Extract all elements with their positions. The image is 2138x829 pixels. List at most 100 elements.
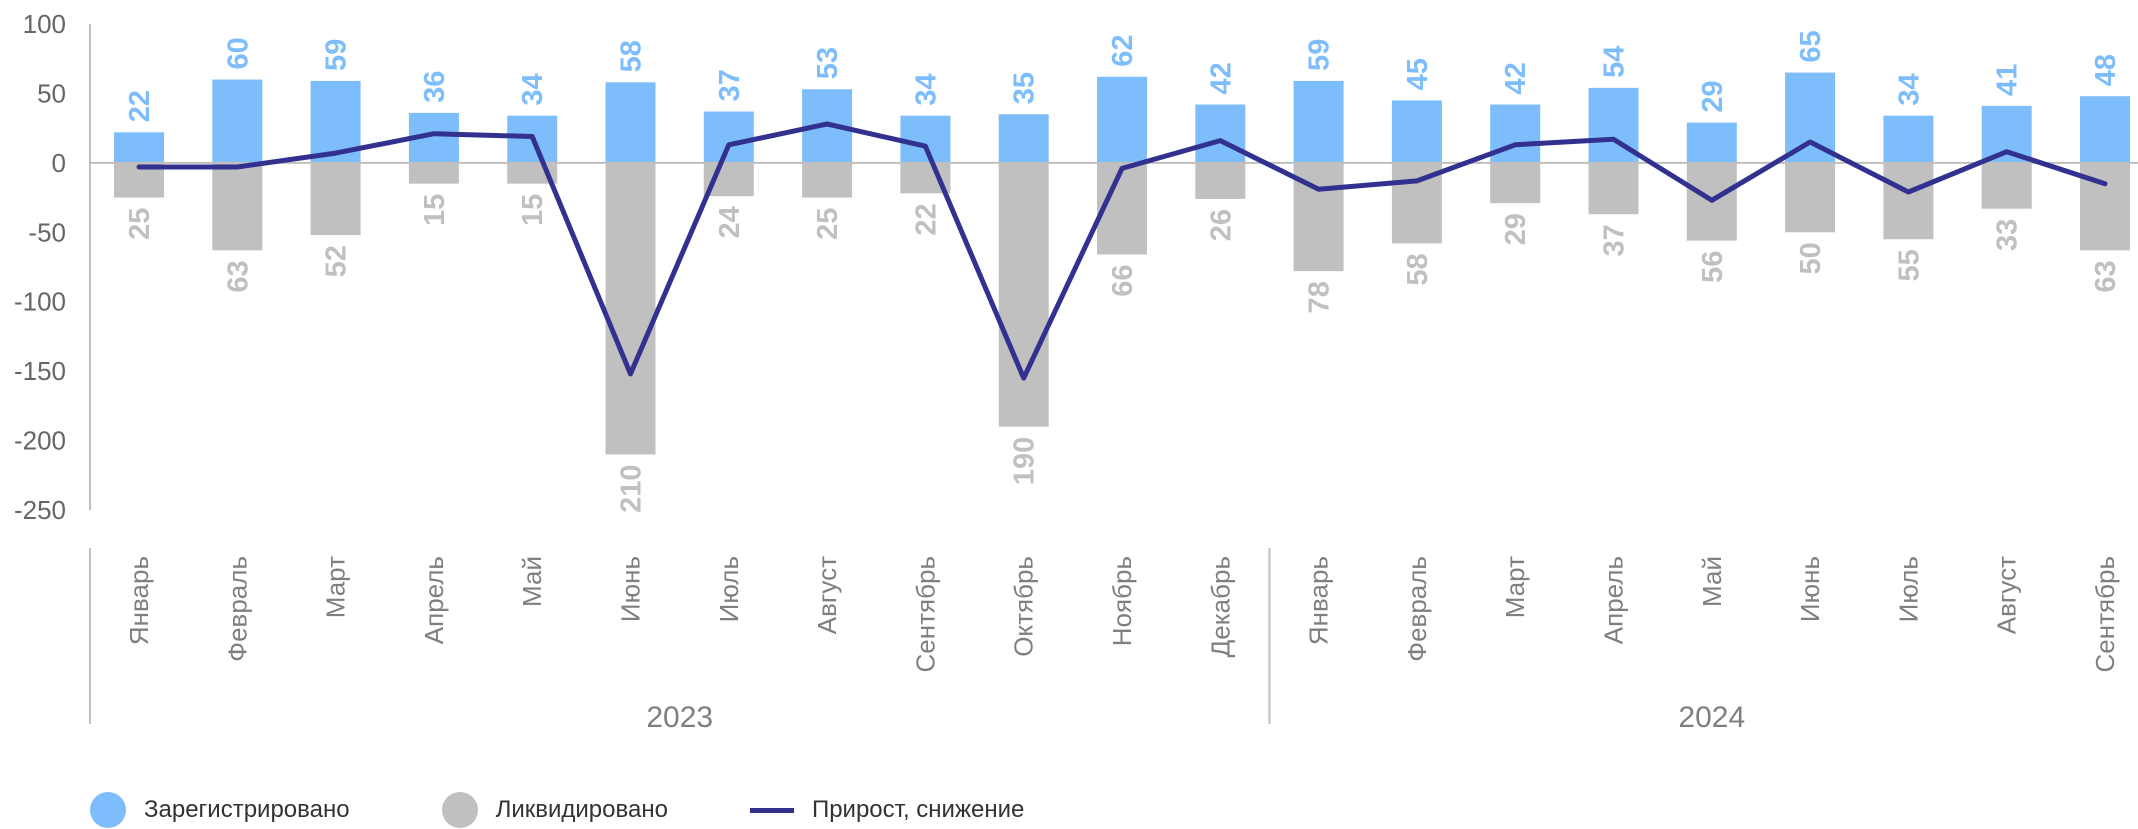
- data-label-liquidated: 24: [714, 206, 746, 238]
- legend-label-registered: Зарегистрировано: [144, 796, 350, 823]
- data-label-liquidated: 58: [1402, 253, 1434, 285]
- legend-item-registered: Зарегистрировано: [90, 792, 350, 828]
- data-label-liquidated: 56: [1697, 251, 1729, 283]
- y-axis: 100 50 0 -50 -100 -150 -200 -250: [14, 9, 91, 525]
- y-tick-label: -100: [14, 287, 66, 317]
- data-label-liquidated: 15: [419, 194, 451, 226]
- x-tick-label: Июль: [714, 556, 744, 622]
- data-label-registered: 34: [517, 73, 549, 105]
- data-label-registered: 54: [1599, 46, 1631, 78]
- bar-liquidated: [802, 162, 853, 198]
- y-tick-label: 50: [37, 78, 66, 108]
- bar-liquidated: [1981, 162, 2032, 209]
- data-label-liquidated: 210: [616, 464, 648, 512]
- x-axis: Январь Февраль Март Апрель Май Июнь Июль Август…: [89, 548, 2120, 734]
- data-label-liquidated: 190: [1009, 437, 1041, 485]
- data-labels: 22 25 60 63 59 52 36 15 34 15 58 210 37 24 53 25 34 22 35 1…: [124, 30, 2122, 513]
- x-tick-label: Апрель: [1599, 556, 1629, 644]
- bar-registered: [1686, 122, 1737, 163]
- x-group-label: 2023: [646, 701, 713, 734]
- data-label-registered: 35: [1009, 72, 1041, 104]
- legend-item-growth: Прирост, снижение: [749, 796, 1025, 824]
- bar-liquidated: [998, 162, 1049, 427]
- bar-registered: [1195, 104, 1246, 163]
- bar-liquidated: [1490, 162, 1541, 204]
- data-label-registered: 34: [1893, 73, 1925, 105]
- growth-line: [136, 121, 2108, 381]
- x-tick-label: Май: [1697, 556, 1727, 607]
- bar-liquidated: [310, 162, 361, 236]
- data-label-liquidated: 78: [1304, 281, 1336, 313]
- liquidated-bars: [114, 162, 2130, 455]
- legend: Зарегистрировано Ликвидировано Прирост, …: [90, 792, 1076, 828]
- data-label-registered: 29: [1697, 80, 1729, 112]
- bar-liquidated: [212, 162, 263, 251]
- bar-liquidated: [1785, 162, 1836, 233]
- legend-swatch-growth: [749, 807, 794, 813]
- bar-liquidated: [408, 162, 459, 184]
- data-label-registered: 45: [1402, 58, 1434, 90]
- y-tick-label: -50: [28, 217, 66, 247]
- data-label-registered: 37: [714, 69, 746, 101]
- x-tick-label: Март: [1500, 556, 1530, 618]
- x-tick-label: Ноябрь: [1107, 556, 1137, 646]
- growth-line-path: [136, 121, 2108, 381]
- data-label-registered: 42: [1500, 62, 1532, 94]
- data-label-liquidated: 50: [1795, 242, 1827, 274]
- legend-label-growth: Прирост, снижение: [811, 796, 1025, 823]
- data-label-liquidated: 25: [812, 208, 844, 240]
- x-tick-label: Май: [517, 556, 547, 607]
- bar-registered: [703, 111, 754, 163]
- data-label-liquidated: 55: [1893, 249, 1925, 281]
- data-label-liquidated: 15: [517, 194, 549, 226]
- x-tick-label: Январь: [124, 556, 154, 645]
- data-label-registered: 65: [1795, 30, 1827, 62]
- data-label-registered: 41: [1992, 64, 2024, 96]
- x-group-label: 2024: [1678, 701, 1745, 734]
- bar-registered: [1883, 115, 1934, 163]
- x-tick-label: Октябрь: [1009, 556, 1039, 657]
- bar-registered: [900, 115, 951, 163]
- legend-swatch-liquidated: [441, 792, 478, 828]
- data-label-registered: 59: [321, 39, 353, 71]
- bar-registered: [1293, 80, 1344, 163]
- x-tick-label: Февраль: [1402, 556, 1432, 662]
- x-tick-label: Август: [812, 556, 842, 634]
- x-tick-label: Март: [321, 556, 351, 618]
- y-tick-label: -200: [14, 426, 66, 456]
- y-tick-label: -150: [14, 356, 66, 386]
- data-label-registered: 60: [222, 37, 254, 69]
- data-label-liquidated: 63: [222, 260, 254, 292]
- x-tick-label: Сентябрь: [2090, 556, 2120, 672]
- data-label-registered: 34: [910, 73, 942, 105]
- legend-label-liquidated: Ликвидировано: [495, 796, 668, 823]
- data-label-liquidated: 33: [1992, 219, 2024, 251]
- bar-liquidated: [605, 162, 656, 455]
- x-tick-label: Апрель: [419, 556, 449, 644]
- bar-registered: [605, 82, 656, 163]
- data-label-registered: 48: [2090, 54, 2122, 86]
- x-tick-label: Июнь: [616, 556, 646, 622]
- bar-registered: [114, 132, 164, 163]
- data-label-registered: 59: [1304, 39, 1336, 71]
- data-label-liquidated: 63: [2090, 260, 2122, 292]
- data-label-liquidated: 66: [1107, 265, 1139, 297]
- data-label-registered: 58: [616, 40, 648, 72]
- y-tick-label: 100: [23, 9, 66, 39]
- bar-registered: [998, 114, 1049, 163]
- bar-registered: [1490, 104, 1541, 163]
- data-label-registered: 22: [124, 90, 156, 122]
- x-tick-label: Август: [1992, 556, 2022, 634]
- x-tick-label: Январь: [1304, 556, 1334, 645]
- bar-registered: [1097, 76, 1147, 163]
- y-tick-label: -250: [14, 495, 66, 525]
- legend-item-liquidated: Ликвидировано: [441, 792, 668, 828]
- data-label-liquidated: 25: [124, 208, 156, 240]
- bar-liquidated: [1195, 162, 1246, 199]
- data-label-liquidated: 37: [1599, 224, 1631, 256]
- legend-swatch-registered: [90, 792, 126, 828]
- bar-registered: [2080, 96, 2130, 163]
- x-tick-label: Июль: [1893, 556, 1923, 622]
- x-tick-label: Декабрь: [1205, 556, 1235, 657]
